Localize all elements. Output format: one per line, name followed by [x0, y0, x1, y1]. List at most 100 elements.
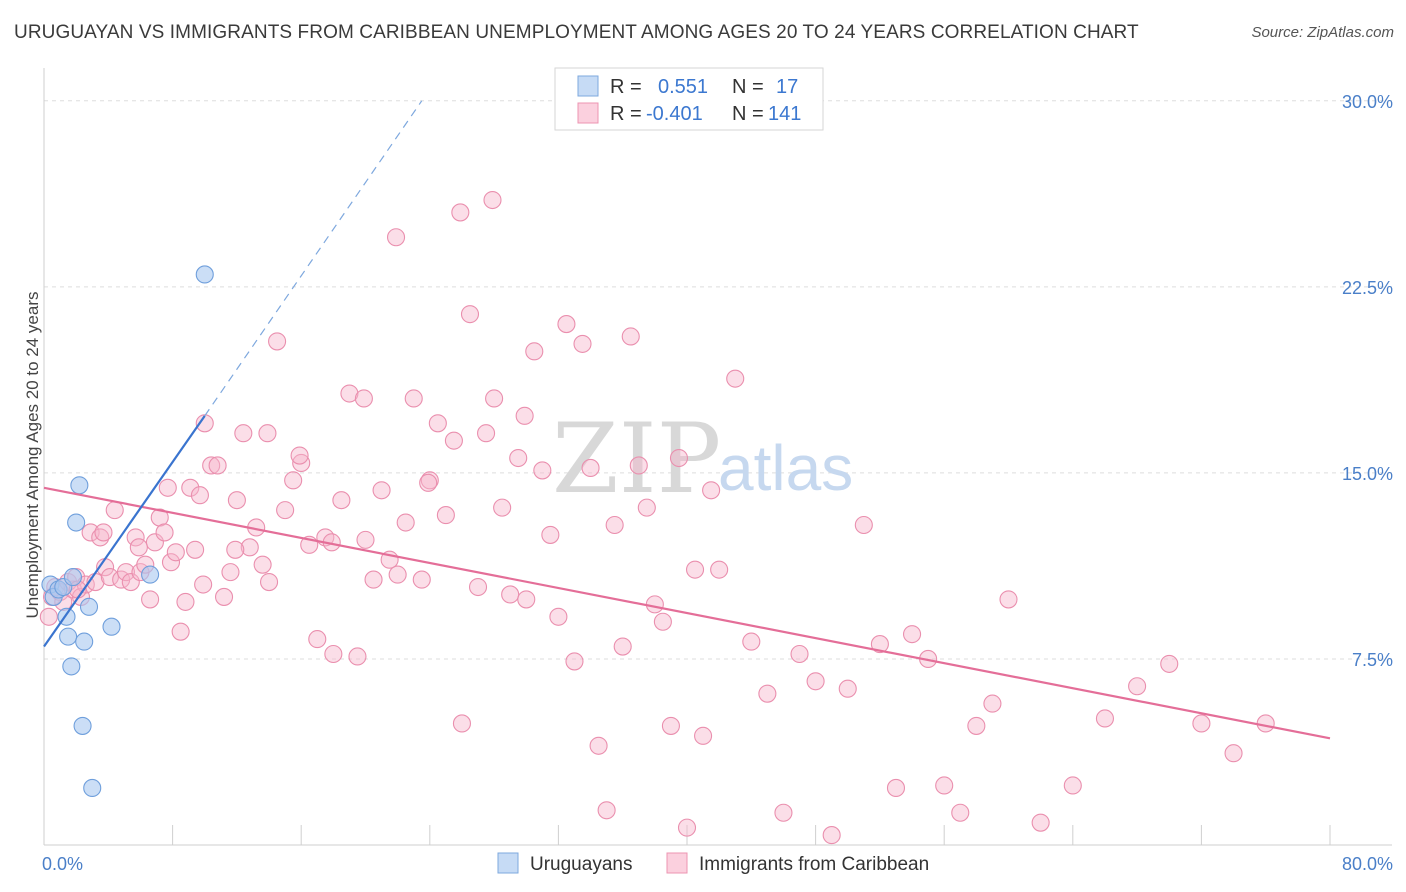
trend-line-uruguayans: [43, 415, 206, 648]
caribbean-point-128: [129, 538, 148, 557]
caribbean-point-85: [597, 801, 616, 820]
caribbean-point-65: [436, 506, 455, 525]
caribbean-point-59: [388, 565, 407, 584]
caribbean-point-82: [573, 334, 592, 353]
caribbean-point-10: [81, 523, 100, 542]
caribbean-point-28: [171, 622, 190, 641]
legend-r-label-1: R =: [610, 76, 642, 98]
caribbean-point-103: [774, 803, 793, 822]
caribbean-point-60: [396, 513, 415, 532]
series-caribbean-points: [39, 190, 1275, 845]
uruguayans-point-11: [75, 632, 94, 651]
caribbean-point-118: [1031, 813, 1050, 832]
y-tick-label-0: 7.5%: [1352, 650, 1393, 670]
caribbean-point-14: [100, 568, 119, 587]
uruguayans-point-16: [195, 265, 214, 284]
caribbean-point-81: [565, 652, 584, 671]
uruguayans-point-12: [79, 597, 99, 616]
caribbean-point-93: [661, 716, 680, 735]
caribbean-point-0: [39, 607, 58, 626]
legend-n-label-1: N =: [732, 76, 764, 98]
caribbean-point-89: [629, 456, 648, 475]
caribbean-point-70: [477, 424, 496, 443]
trend-line-uruguayans-extrapolated: [204, 100, 423, 417]
caribbean-point-40: [240, 538, 259, 557]
caribbean-point-26: [161, 553, 181, 572]
caribbean-point-75: [517, 590, 536, 609]
caribbean-point-121: [1128, 677, 1147, 696]
caribbean-point-32: [190, 486, 209, 505]
caribbean-point-132: [258, 424, 277, 443]
caribbean-point-25: [155, 523, 174, 542]
caribbean-point-110: [886, 778, 906, 797]
legend-r-label-2: R =: [610, 103, 642, 125]
caribbean-point-44: [268, 332, 287, 351]
caribbean-point-127: [94, 523, 113, 542]
legend-n-value-1: 17: [776, 76, 798, 98]
caribbean-point-101: [742, 632, 761, 651]
x-tick-label-1: 80.0%: [1342, 854, 1393, 874]
caribbean-point-38: [227, 491, 246, 510]
caribbean-point-74: [509, 448, 528, 468]
caribbean-point-98: [702, 481, 721, 500]
x-tick-label-0: 0.0%: [42, 854, 83, 874]
chart-title: URUGUAYAN VS IMMIGRANTS FROM CARIBBEAN U…: [14, 22, 1139, 43]
caribbean-point-107: [838, 679, 857, 698]
caribbean-point-108: [854, 515, 873, 535]
legend-box: R = 0.551 N = 17 R = -0.401 N = 141: [554, 67, 824, 131]
trend-line-caribbean: [43, 486, 1331, 740]
caribbean-point-17: [116, 563, 136, 582]
caribbean-point-47: [292, 453, 311, 473]
caribbean-point-56: [364, 570, 383, 589]
caribbean-point-120: [1095, 709, 1114, 728]
caribbean-point-79: [549, 607, 568, 626]
caribbean-point-52: [332, 491, 351, 510]
y-tick-label-3: 30.0%: [1342, 92, 1393, 112]
caribbean-point-96: [685, 560, 705, 579]
caribbean-point-46: [284, 471, 303, 490]
bottom-legend: Uruguayans Immigrants from Caribbean: [497, 852, 929, 875]
grid-lines: [44, 100, 1392, 660]
bottom-legend-swatch-caribbean: [666, 852, 688, 874]
caribbean-point-64: [428, 414, 447, 433]
caribbean-point-113: [935, 776, 954, 795]
legend-n-label-2: N =: [732, 103, 764, 125]
caribbean-point-123: [1192, 714, 1211, 733]
uruguayans-point-5: [59, 627, 78, 646]
legend-r-value-2: -0.401: [646, 103, 703, 125]
caribbean-point-125: [1256, 714, 1275, 733]
bottom-legend-swatch-uruguayans: [497, 852, 519, 874]
caribbean-point-106: [822, 826, 841, 845]
caribbean-point-90: [637, 498, 656, 517]
caribbean-point-119: [1063, 776, 1082, 795]
caribbean-point-111: [902, 625, 922, 644]
caribbean-point-45: [276, 501, 295, 520]
caribbean-point-67: [452, 714, 472, 733]
watermark-zip: ZIP: [552, 403, 721, 515]
caribbean-point-138: [451, 203, 470, 222]
series-uruguayans-points: [41, 265, 214, 797]
watermark: ZIP atlas: [552, 403, 853, 515]
caribbean-point-114: [951, 803, 970, 822]
caribbean-point-71: [485, 389, 504, 408]
caribbean-point-136: [386, 228, 406, 247]
caribbean-point-131: [226, 540, 245, 559]
y-tick-label-2: 22.5%: [1342, 278, 1393, 298]
caribbean-point-30: [181, 478, 200, 497]
caribbean-point-109: [870, 635, 889, 654]
caribbean-point-37: [221, 563, 240, 582]
caribbean-point-22: [141, 590, 160, 609]
caribbean-point-57: [372, 481, 391, 500]
caribbean-point-91: [645, 595, 664, 614]
caribbean-point-23: [145, 533, 164, 552]
caribbean-point-102: [758, 684, 777, 703]
uruguayans-point-6: [62, 657, 81, 676]
caribbean-point-61: [404, 389, 423, 408]
caribbean-point-33: [195, 414, 214, 433]
uruguayans-point-10: [73, 716, 92, 735]
caribbean-point-34: [202, 456, 221, 475]
caribbean-point-12: [91, 528, 110, 547]
legend-n-value-2: 141: [768, 103, 801, 125]
uruguayans-point-15: [141, 565, 160, 584]
